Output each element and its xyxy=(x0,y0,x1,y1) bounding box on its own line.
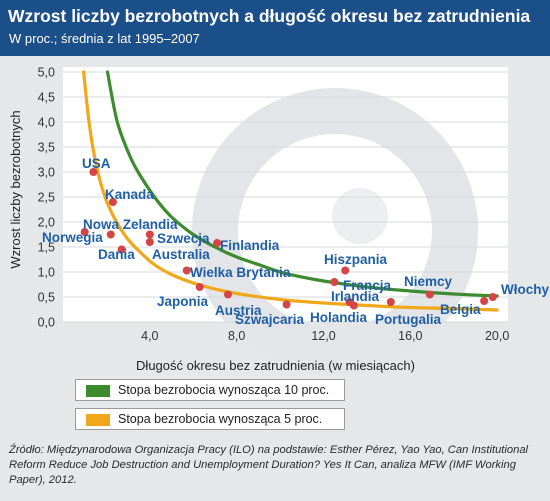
y-tick-label: 4,5 xyxy=(38,91,55,105)
curve-unemployment-10 xyxy=(105,70,499,298)
data-point xyxy=(195,283,204,291)
country-label: Irlandia xyxy=(331,289,380,304)
data-point xyxy=(386,298,395,306)
country-label: Włochy xyxy=(501,282,549,297)
country-label: Portugalia xyxy=(375,312,442,327)
legend-label-5: Stopa bezrobocia wynosząca 5 proc. xyxy=(118,412,323,426)
country-label: Kanada xyxy=(105,187,154,202)
data-point xyxy=(223,290,232,299)
country-label: Szwajcaria xyxy=(235,312,305,327)
x-axis-title: Długość okresu bez zatrudnienia (w miesi… xyxy=(136,358,415,373)
x-tick-label: 20,0 xyxy=(485,329,509,343)
country-label: Szwecja xyxy=(157,231,210,246)
x-tick-label: 16,0 xyxy=(398,329,422,343)
y-tick-label: 4,0 xyxy=(38,116,55,130)
country-label: Japonia xyxy=(157,294,209,309)
country-label: Austria xyxy=(215,303,262,318)
data-point xyxy=(488,293,497,301)
country-label: USA xyxy=(82,156,111,171)
y-tick-label: 1,0 xyxy=(38,266,55,280)
data-point xyxy=(213,239,222,247)
data-point xyxy=(341,266,350,275)
country-label: Wielka Brytania xyxy=(190,265,291,280)
watermark-ring xyxy=(192,88,478,374)
y-tick-label: 3,0 xyxy=(38,166,55,180)
data-point xyxy=(182,266,191,275)
country-label: Dania xyxy=(98,247,135,262)
country-label: Francja xyxy=(343,278,392,293)
legend-swatch-10 xyxy=(86,385,110,397)
data-point xyxy=(145,230,154,239)
data-point xyxy=(480,297,489,305)
curve-unemployment-5 xyxy=(82,70,499,312)
data-point xyxy=(282,300,291,309)
country-label: Norwegia xyxy=(42,230,103,245)
legend-swatch-5 xyxy=(86,414,110,426)
y-tick-label: 0,5 xyxy=(38,291,55,305)
header-bar: Wzrost liczby bezrobotnych a długość okr… xyxy=(0,0,550,56)
country-label: Finlandia xyxy=(220,238,280,253)
x-tick-label: 4,0 xyxy=(141,329,158,343)
country-label: Holandia xyxy=(310,310,367,325)
data-point xyxy=(425,290,434,299)
x-tick-label: 8,0 xyxy=(228,329,245,343)
y-tick-label: 1,5 xyxy=(38,241,55,255)
x-tick-label: 12,0 xyxy=(311,329,335,343)
data-point xyxy=(108,198,117,206)
y-tick-label: 5,0 xyxy=(38,66,55,80)
data-point xyxy=(330,278,339,286)
data-point xyxy=(145,238,154,246)
watermark-logo xyxy=(192,88,478,374)
y-tick-label: 2,5 xyxy=(38,191,55,205)
scatter-chart: 0,0 0,5 1,0 1,5 2,0 2,5 3,0 3,5 4,0 4,5 5,0 4,0 8,0 1… xyxy=(8,66,549,374)
y-tick-label: 0,0 xyxy=(38,316,55,330)
country-label: Australia xyxy=(152,247,210,262)
data-point xyxy=(89,168,98,176)
data-point xyxy=(80,228,89,236)
chart-subtitle: W proc.; średnia z lat 1995–2007 xyxy=(9,31,200,46)
y-tick-label: 2,0 xyxy=(38,216,55,230)
y-axis-title: Wzrost liczby bezrobotnych xyxy=(8,110,23,268)
country-label: Belgia xyxy=(440,302,481,317)
legend-label-10: Stopa bezrobocia wynosząca 10 proc. xyxy=(118,383,330,397)
data-point xyxy=(106,230,115,239)
country-label: Hiszpania xyxy=(324,252,388,267)
country-label: Nowa Zelandia xyxy=(83,217,178,232)
y-tick-label: 3,5 xyxy=(38,141,55,155)
data-point xyxy=(349,301,358,310)
legend-item-10: Stopa bezrobocia wynosząca 10 proc. xyxy=(75,379,345,401)
data-point xyxy=(117,245,126,254)
chart-title: Wzrost liczby bezrobotnych a długość okr… xyxy=(8,6,531,26)
legend-item-5: Stopa bezrobocia wynosząca 5 proc. xyxy=(75,408,345,430)
country-label: Niemcy xyxy=(404,274,453,289)
watermark-dot xyxy=(332,188,388,244)
source-note: Źródło: Międzynarodowa Organizacja Pracy… xyxy=(9,444,529,486)
